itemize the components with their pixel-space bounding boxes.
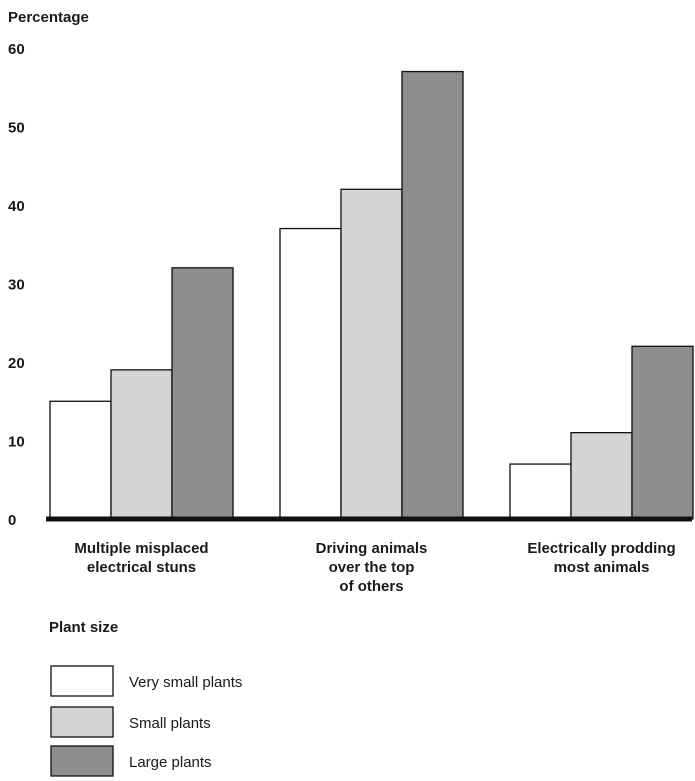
- bars: [49, 70, 694, 520]
- x-category-label: of others: [339, 578, 403, 595]
- x-category-label: most animals: [554, 559, 650, 576]
- y-tick-label: 60: [8, 41, 25, 58]
- legend-swatch: [50, 665, 114, 697]
- bar: [401, 70, 464, 520]
- legend-label: Small plants: [129, 715, 211, 732]
- legend: Very small plants Small plants Large plant…: [50, 665, 242, 777]
- bar: [171, 267, 234, 520]
- y-tick-label: 50: [8, 120, 25, 137]
- bar: [110, 369, 173, 520]
- y-tick-label: 20: [8, 355, 25, 372]
- legend-swatch: [50, 745, 114, 777]
- legend-title: Plant size: [49, 619, 118, 636]
- bar: [49, 400, 112, 520]
- x-category-label: Electrically prodding: [527, 540, 675, 557]
- y-tick-label: 10: [8, 434, 25, 451]
- bar: [509, 463, 572, 520]
- y-tick-labels: 0 10 20 30 40 50 60: [8, 41, 25, 529]
- y-axis-title: Percentage: [8, 9, 89, 26]
- y-tick-label: 0: [8, 512, 16, 529]
- x-category-label: over the top: [329, 559, 415, 576]
- legend-label: Large plants: [129, 754, 212, 771]
- x-category-label: Driving animals: [316, 540, 428, 557]
- bar: [340, 188, 403, 520]
- x-category-label: Multiple misplaced: [74, 540, 208, 557]
- x-category-labels: Multiple misplaced electrical stuns Drivin…: [74, 540, 675, 595]
- legend-swatch: [50, 706, 114, 738]
- y-tick-label: 40: [8, 198, 25, 215]
- bar: [631, 345, 694, 520]
- bar: [279, 227, 342, 520]
- legend-label: Very small plants: [129, 674, 242, 691]
- x-category-label: electrical stuns: [87, 559, 196, 576]
- bar: [570, 431, 633, 520]
- y-tick-label: 30: [8, 277, 25, 294]
